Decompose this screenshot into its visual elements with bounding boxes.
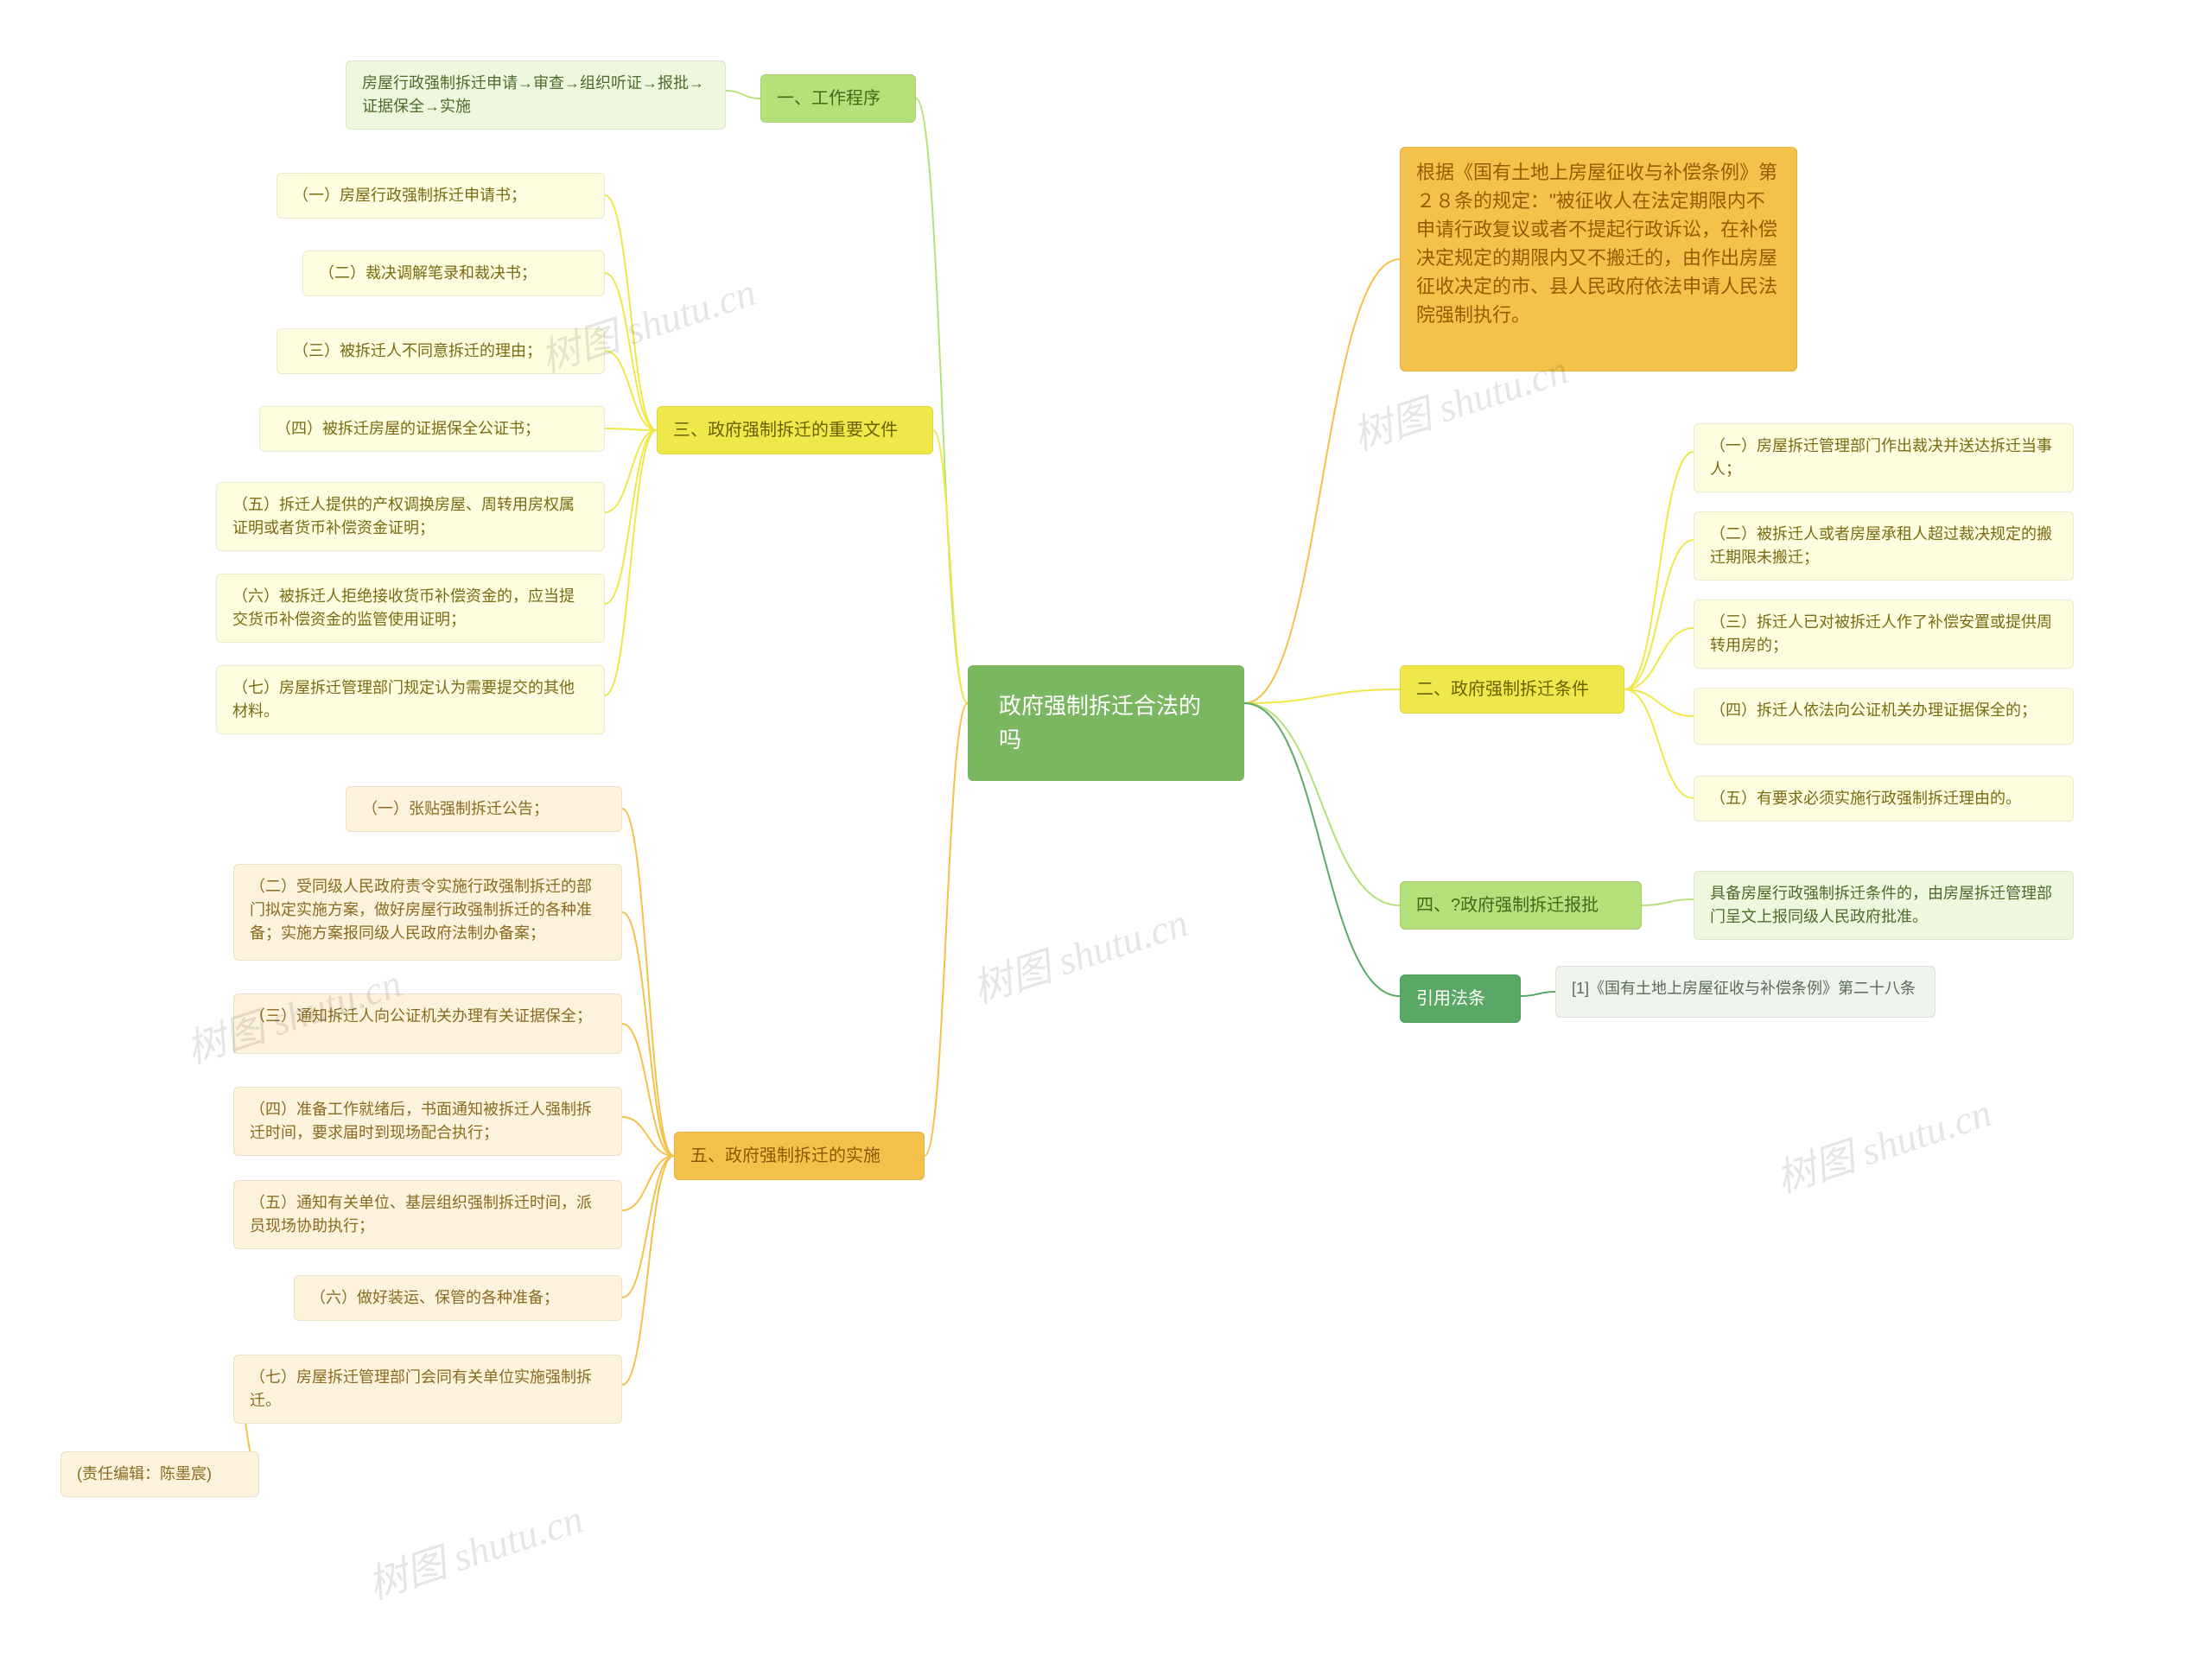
watermark: 树图 shutu.cn — [1768, 1082, 1998, 1205]
mindmap-node: （二）被拆迁人或者房屋承租人超过裁决规定的搬迁期限未搬迁； — [1694, 511, 2074, 581]
mindmap-node: （四）拆迁人依法向公证机关办理证据保全的； — [1694, 688, 2074, 745]
mindmap-node: （三）通知拆迁人向公证机关办理有关证据保全； — [233, 993, 622, 1054]
mindmap-node: （四）准备工作就绪后，书面通知被拆迁人强制拆迁时间，要求届时到现场配合执行； — [233, 1087, 622, 1156]
mindmap-node: 政府强制拆迁合法的吗 — [968, 665, 1244, 781]
mindmap-node: （七）房屋拆迁管理部门会同有关单位实施强制拆迁。 — [233, 1355, 622, 1424]
mindmap-node: （五）有要求必须实施行政强制拆迁理由的。 — [1694, 776, 2074, 822]
mindmap-node: （二）受同级人民政府责令实施行政强制拆迁的部门拟定实施方案，做好房屋行政强制拆迁… — [233, 864, 622, 961]
mindmap-node: 三、政府强制拆迁的重要文件 — [657, 406, 933, 454]
mindmap-node: 五、政府强制拆迁的实施 — [674, 1132, 925, 1180]
mindmap-node: [1]《国有土地上房屋征收与补偿条例》第二十八条 — [1555, 966, 1936, 1018]
mindmap-node: 房屋行政强制拆迁申请→审查→组织听证→报批→证据保全→实施 — [346, 60, 726, 130]
mindmap-node: 具备房屋行政强制拆迁条件的，由房屋拆迁管理部门呈文上报同级人民政府批准。 — [1694, 871, 2074, 940]
mindmap-node: （六）做好装运、保管的各种准备； — [294, 1275, 622, 1321]
mindmap-node: （一）张贴强制拆迁公告； — [346, 786, 622, 832]
mindmap-node: （五）拆迁人提供的产权调换房屋、周转用房权属证明或者货币补偿资金证明； — [216, 482, 605, 551]
mindmap-node: （六）被拆迁人拒绝接收货币补偿资金的，应当提交货币补偿资金的监管使用证明； — [216, 574, 605, 643]
mindmap-node: （五）通知有关单位、基层组织强制拆迁时间，派员现场协助执行； — [233, 1180, 622, 1249]
watermark: 树图 shutu.cn — [964, 892, 1194, 1015]
mindmap-node: 根据《国有土地上房屋征收与补偿条例》第２８条的规定："被征收人在法定期限内不申请… — [1400, 147, 1797, 371]
watermark: 树图 shutu.cn — [359, 1488, 589, 1611]
mindmap-node: （三）拆迁人已对被拆迁人作了补偿安置或提供周转用房的； — [1694, 600, 2074, 669]
mindmap-node: （三）被拆迁人不同意拆迁的理由； — [276, 328, 605, 374]
mindmap-node: 二、政府强制拆迁条件 — [1400, 665, 1624, 714]
mindmap-node: （七）房屋拆迁管理部门规定认为需要提交的其他材料。 — [216, 665, 605, 734]
mindmap-node: （二）裁决调解笔录和裁决书； — [302, 251, 605, 296]
mindmap-node: 引用法条 — [1400, 974, 1521, 1023]
mindmap-node: （四）被拆迁房屋的证据保全公证书； — [259, 406, 605, 452]
mindmap-node: （一）房屋拆迁管理部门作出裁决并送达拆迁当事人； — [1694, 423, 2074, 492]
mindmap-node: （一）房屋行政强制拆迁申请书； — [276, 173, 605, 219]
mindmap-node: 一、工作程序 — [760, 74, 916, 123]
mindmap-node: (责任编辑：陈墨宸) — [60, 1451, 259, 1497]
mindmap-node: 四、?政府强制拆迁报批 — [1400, 881, 1642, 930]
